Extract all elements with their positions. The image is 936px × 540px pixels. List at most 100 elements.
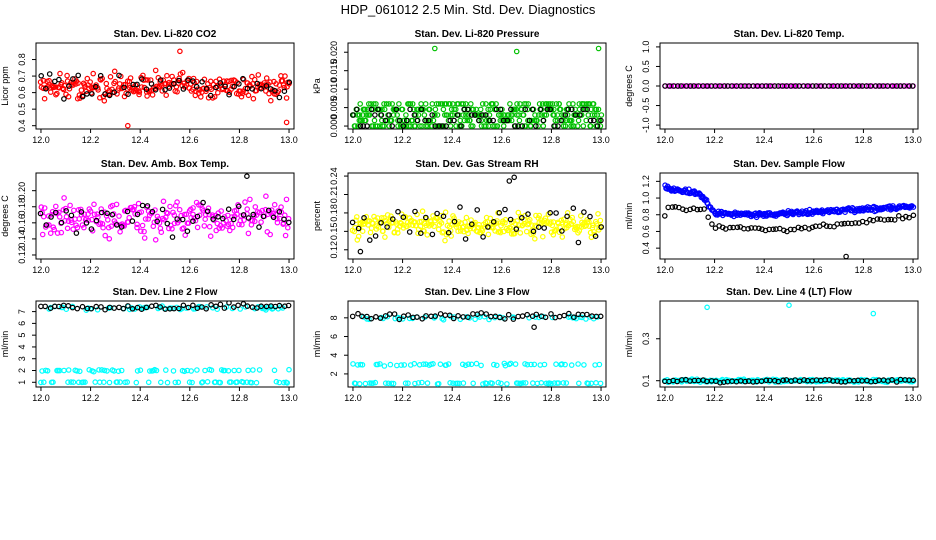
panel-title: Stan. Dev. Li-820 Temp. xyxy=(734,29,845,40)
data-point-red xyxy=(250,95,257,102)
data-point-black xyxy=(674,83,681,89)
data-point-magenta xyxy=(904,83,911,89)
data-point-green xyxy=(532,112,538,118)
data-point-black xyxy=(881,217,888,223)
data-point-yellow xyxy=(595,211,601,217)
data-point-red xyxy=(145,77,151,83)
data-point-green xyxy=(551,106,557,113)
data-point-green xyxy=(552,117,559,124)
data-point-green xyxy=(595,106,602,113)
data-point-black xyxy=(120,305,127,312)
data-point-cyan xyxy=(575,380,582,387)
data-point-yellow xyxy=(530,230,537,237)
y-tick-label: 4 xyxy=(17,344,27,349)
data-point-green xyxy=(461,117,468,124)
data-point-magenta xyxy=(47,230,54,237)
data-point-green xyxy=(469,123,476,129)
data-point-black xyxy=(384,224,390,230)
data-point-green xyxy=(534,117,540,124)
data-point-magenta xyxy=(781,83,788,89)
data-point-black xyxy=(93,217,100,224)
data-point-green xyxy=(531,117,538,124)
data-point-black xyxy=(405,312,412,318)
data-point-cyan xyxy=(245,367,251,374)
data-point-magenta xyxy=(121,223,128,229)
data-point-green xyxy=(560,117,566,124)
data-point-black xyxy=(519,123,526,129)
data-point-cyan xyxy=(412,380,418,387)
data-point-black xyxy=(770,226,776,233)
data-point-yellow xyxy=(597,217,604,224)
data-point-green xyxy=(556,101,562,107)
data-point-green xyxy=(409,101,416,107)
data-point-black xyxy=(111,89,118,96)
data-point-magenta xyxy=(693,83,700,89)
data-point-black xyxy=(226,301,232,306)
data-point-black xyxy=(701,206,707,212)
panel-title: Stan. Dev. Li-820 Pressure xyxy=(415,29,540,40)
data-point-green xyxy=(549,101,556,107)
data-point-black xyxy=(285,302,292,309)
points xyxy=(661,302,917,386)
data-point-green xyxy=(381,101,387,107)
data-point-magenta xyxy=(100,224,106,231)
data-point-green xyxy=(446,101,453,107)
data-point-black xyxy=(199,79,205,85)
data-point-green xyxy=(568,123,574,129)
data-point-yellow xyxy=(526,216,533,223)
data-point-green xyxy=(564,112,571,118)
data-point-black xyxy=(734,224,741,231)
data-point-green xyxy=(429,123,435,129)
panel-title: Stan. Dev. Li-820 CO2 xyxy=(114,29,217,40)
data-point-magenta xyxy=(64,225,71,232)
data-point-black xyxy=(570,314,577,321)
data-point-black xyxy=(801,377,807,383)
data-point-cyan xyxy=(478,362,484,369)
data-point-yellow xyxy=(465,230,471,237)
data-point-cyan xyxy=(585,380,592,387)
data-point-black xyxy=(98,304,104,310)
data-point-cyan xyxy=(568,362,575,368)
data-point-green xyxy=(483,101,489,107)
data-point-black xyxy=(674,378,681,385)
data-point-green xyxy=(557,106,564,113)
panel-title: Stan. Dev. Line 4 (LT) Flow xyxy=(726,287,852,298)
data-point-red xyxy=(283,119,290,126)
data-point-cyan xyxy=(399,316,406,322)
data-point-green xyxy=(394,112,401,118)
data-point-yellow xyxy=(502,216,509,223)
data-point-magenta xyxy=(183,211,190,218)
data-point-black xyxy=(349,219,356,226)
data-point-red xyxy=(159,88,166,94)
data-point-green xyxy=(383,101,390,107)
data-point-cyan xyxy=(562,361,568,368)
data-point-yellow xyxy=(487,215,494,222)
data-point-green xyxy=(395,123,401,129)
data-point-black xyxy=(544,106,551,113)
data-point-black xyxy=(166,85,173,91)
data-point-magenta xyxy=(278,204,284,210)
data-point-black xyxy=(396,117,403,124)
data-point-black xyxy=(809,83,816,89)
y-tick-label: 0.24 xyxy=(329,167,339,185)
y-tick-label: 0.6 xyxy=(17,86,27,99)
data-point-cyan xyxy=(39,368,45,374)
data-point-green xyxy=(513,48,520,55)
data-point-magenta xyxy=(167,203,173,210)
plot-frame xyxy=(35,300,295,388)
y-tick-label: 0.0 xyxy=(641,80,651,93)
panel-8: Stan. Dev. Line 3 Flow ml/min 12.0 12.2 12.4… xyxy=(312,287,610,403)
data-point-black xyxy=(129,305,136,312)
y-tick-label: 7 xyxy=(17,309,27,314)
x-tick-label: 13.0 xyxy=(592,135,610,145)
data-point-black xyxy=(190,218,196,225)
data-point-cyan xyxy=(372,379,379,386)
x-tick-label: 12.8 xyxy=(855,135,873,145)
data-point-black xyxy=(373,313,379,320)
x-tick-label: 12.8 xyxy=(231,265,249,275)
data-point-yellow xyxy=(494,218,500,224)
data-point-black xyxy=(159,206,166,213)
data-point-yellow xyxy=(497,229,504,236)
data-point-green xyxy=(482,123,489,129)
data-point-red xyxy=(238,93,245,100)
